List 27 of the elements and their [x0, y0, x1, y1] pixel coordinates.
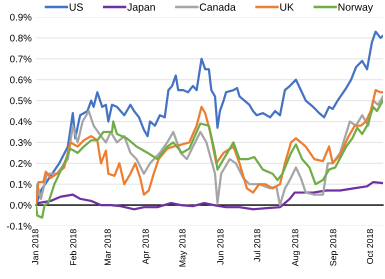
legend-label: UK	[280, 4, 294, 11]
y-tick-label: 0.2%	[10, 160, 32, 167]
x-tick-label: Jul 2018	[254, 229, 260, 262]
x-tick-label: May 2018	[179, 229, 188, 266]
y-tick-label: 0.3%	[10, 139, 32, 146]
y-tick-label: 0.1%	[10, 180, 32, 188]
y-tick-label: 0.0%	[10, 202, 32, 209]
x-tick-label: Sep 2018	[330, 229, 338, 266]
legend-label: Japan	[127, 4, 155, 13]
y-tick-label: 0.8%	[10, 34, 32, 42]
y-tick-label: -0.1%	[6, 222, 32, 230]
line-series	[36, 181, 383, 210]
y-tick-label: 0.5%	[10, 97, 32, 104]
y-tick-label: 0.6%	[10, 76, 32, 84]
x-tick-label: Jun 2018	[217, 229, 224, 265]
y-tick-label: 0.9%	[10, 14, 32, 21]
x-tick-label: Aug 2018	[292, 229, 300, 266]
x-tick-label: Oct 2018	[366, 229, 374, 264]
x-tick-label: Feb 2018	[70, 229, 76, 266]
legend-label: Canada	[200, 3, 236, 11]
x-tick-label: Mar 2018	[104, 229, 111, 266]
y-tick-label: 0.4%	[10, 118, 32, 126]
x-tick-label: Jan 2018	[32, 229, 38, 265]
legend-label: US	[70, 3, 83, 11]
x-tick-label: Apr 2018	[142, 229, 150, 264]
y-tick-label: 0.7%	[10, 56, 32, 62]
legend-label: Norway	[338, 4, 373, 13]
